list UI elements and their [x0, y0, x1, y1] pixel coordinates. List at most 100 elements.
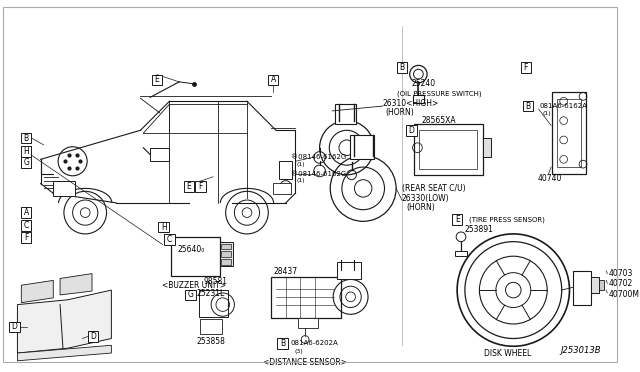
Text: F: F — [24, 233, 28, 242]
Text: E: E — [154, 76, 159, 84]
Text: 28437: 28437 — [273, 267, 297, 276]
Text: E: E — [186, 182, 191, 191]
Bar — [591, 278, 598, 293]
Bar — [158, 222, 169, 232]
Text: B: B — [399, 63, 404, 72]
Bar — [397, 62, 407, 73]
Text: B: B — [525, 102, 531, 110]
Text: H: H — [161, 222, 166, 232]
Bar — [21, 157, 31, 167]
Bar — [184, 181, 194, 192]
Text: D: D — [12, 323, 17, 331]
Text: <BUZZER UNIT>: <BUZZER UNIT> — [162, 281, 226, 290]
Text: J253013B: J253013B — [560, 346, 600, 355]
Text: 253891: 253891 — [465, 225, 493, 234]
Bar — [53, 181, 75, 196]
Bar — [200, 319, 222, 334]
Bar — [483, 138, 491, 157]
Text: D: D — [409, 126, 415, 135]
Text: F: F — [524, 63, 528, 72]
Bar — [298, 318, 317, 328]
Polygon shape — [60, 274, 92, 295]
Bar — [9, 321, 20, 332]
Bar — [557, 99, 581, 167]
Bar — [195, 181, 206, 192]
Bar — [573, 271, 591, 305]
Bar — [337, 262, 361, 279]
Text: DISK WHEEL: DISK WHEEL — [484, 349, 531, 357]
Text: 28565XA: 28565XA — [421, 116, 456, 125]
Text: B: B — [280, 339, 285, 348]
Bar — [552, 92, 586, 174]
Text: A: A — [271, 76, 276, 84]
Bar — [268, 75, 278, 85]
Text: 081A6-6162A: 081A6-6162A — [540, 103, 588, 109]
Bar — [220, 242, 234, 266]
Bar — [21, 232, 31, 243]
Text: 40740: 40740 — [538, 174, 562, 183]
Text: B: B — [24, 134, 29, 142]
Bar — [522, 101, 533, 111]
Text: 25231L: 25231L — [196, 289, 225, 298]
Bar — [452, 214, 463, 225]
Bar — [455, 251, 467, 256]
Text: ®08146-6162G: ®08146-6162G — [291, 171, 346, 177]
Bar — [419, 130, 477, 169]
Text: (TIRE PRESS SENSOR): (TIRE PRESS SENSOR) — [468, 216, 545, 222]
Bar — [21, 146, 31, 157]
Text: D: D — [90, 332, 96, 341]
Text: 40702: 40702 — [608, 279, 632, 288]
Text: 40703: 40703 — [608, 269, 632, 278]
Text: 25640₀: 25640₀ — [177, 245, 205, 254]
Text: (HORN): (HORN) — [385, 108, 414, 117]
Text: 26330(LOW): 26330(LOW) — [402, 193, 449, 203]
Text: (1): (1) — [296, 162, 305, 167]
Bar — [413, 95, 424, 103]
Text: (REAR SEAT C/U): (REAR SEAT C/U) — [402, 184, 466, 193]
Bar — [21, 133, 31, 143]
Text: C: C — [167, 235, 172, 244]
Text: G: G — [188, 291, 194, 299]
Text: F: F — [198, 182, 203, 191]
Bar — [598, 280, 604, 290]
Bar — [21, 207, 31, 218]
Text: 25240: 25240 — [412, 79, 436, 88]
Text: 40700M: 40700M — [608, 291, 639, 299]
Bar — [335, 104, 356, 124]
Bar — [349, 135, 374, 159]
Polygon shape — [21, 280, 53, 303]
Bar — [150, 148, 170, 161]
Bar — [221, 244, 230, 249]
Text: A: A — [24, 208, 29, 217]
Text: G: G — [23, 158, 29, 167]
Bar — [273, 183, 291, 194]
Bar — [406, 125, 417, 136]
Bar — [520, 62, 531, 73]
Bar — [279, 161, 292, 179]
Bar — [221, 259, 230, 265]
Bar — [88, 331, 99, 342]
Text: 081A6-6202A: 081A6-6202A — [291, 340, 339, 346]
Text: 253858: 253858 — [196, 337, 225, 346]
Bar — [172, 237, 220, 276]
Polygon shape — [17, 290, 111, 353]
Text: C: C — [24, 221, 29, 230]
Text: (1): (1) — [296, 178, 305, 183]
Text: H: H — [23, 147, 29, 156]
Text: 98581: 98581 — [204, 277, 227, 286]
Bar — [164, 234, 175, 245]
Bar — [186, 290, 196, 300]
Text: (OIL PRESSURE SWITCH): (OIL PRESSURE SWITCH) — [397, 90, 482, 97]
Text: 26310<HIGH>: 26310<HIGH> — [383, 99, 439, 108]
Text: (3): (3) — [294, 349, 303, 354]
Text: <DISTANCE SENSOR>: <DISTANCE SENSOR> — [263, 358, 347, 367]
Text: (1): (1) — [542, 111, 551, 116]
Text: E: E — [455, 215, 460, 224]
Bar — [278, 338, 288, 349]
Polygon shape — [17, 345, 111, 361]
Bar — [152, 75, 162, 85]
Text: ®08146-6162G: ®08146-6162G — [291, 154, 346, 160]
Bar — [413, 125, 483, 175]
Bar — [221, 251, 230, 257]
Bar — [21, 220, 31, 231]
